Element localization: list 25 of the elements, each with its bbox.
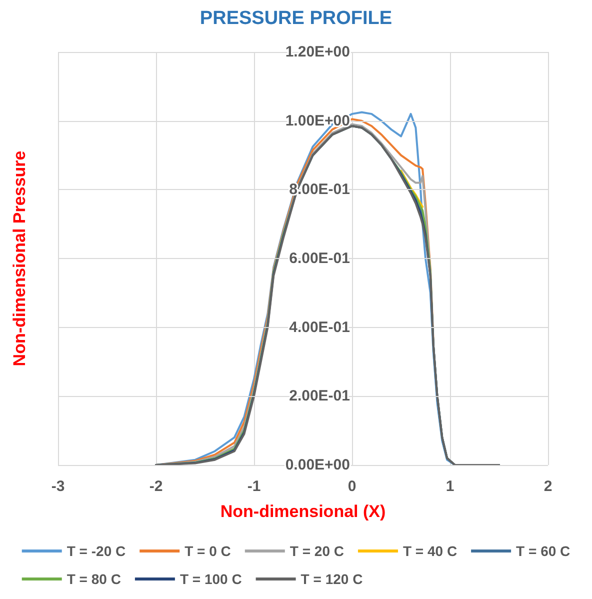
y-tick-label: 0.00E+00 bbox=[285, 456, 350, 474]
y-tick-label: 2.00E-01 bbox=[289, 388, 350, 405]
legend-label: T = -20 C bbox=[66, 543, 126, 559]
chart-title: PRESSURE PROFILE bbox=[200, 8, 392, 29]
x-tick-label: 0 bbox=[348, 478, 356, 495]
line-series bbox=[400, 170, 424, 208]
legend-label: T = 0 C bbox=[184, 543, 231, 559]
x-tick-label: -1 bbox=[247, 478, 261, 495]
y-tick-label: 4.00E-01 bbox=[289, 318, 350, 336]
legend-label: T = 100 C bbox=[180, 571, 242, 587]
x-tick-label: -3 bbox=[51, 478, 65, 495]
legend-label: T = 120 C bbox=[300, 571, 363, 587]
x-tick-label: 1 bbox=[446, 478, 454, 495]
legend-label: T = 60 C bbox=[516, 543, 570, 559]
y-tick-label: 1.20E+00 bbox=[285, 44, 350, 60]
legend-label: T = 40 C bbox=[402, 543, 458, 559]
y-tick-label: 1.00E+00 bbox=[285, 112, 350, 130]
legend-label: T = 80 C bbox=[66, 571, 121, 587]
x-tick-label: -2 bbox=[149, 478, 163, 495]
y-axis-title: Non-dimensional Pressure bbox=[10, 150, 29, 366]
x-tick-label: 2 bbox=[544, 478, 552, 495]
y-tick-label: 6.00E-01 bbox=[289, 250, 350, 267]
x-axis-title: Non-dimensional (X) bbox=[220, 502, 386, 521]
y-tick-label: 8.00E-01 bbox=[289, 181, 350, 198]
legend-label: T = 20 C bbox=[290, 543, 344, 559]
